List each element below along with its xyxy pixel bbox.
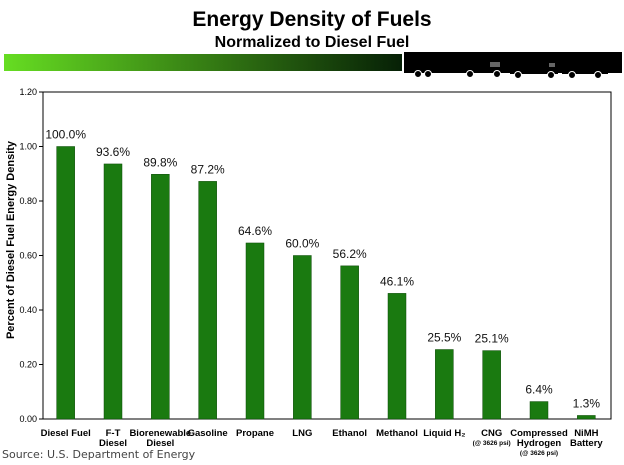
data-label: 25.5% bbox=[427, 331, 461, 345]
chart-subtitle: Normalized to Diesel Fuel bbox=[214, 34, 410, 51]
bar bbox=[245, 242, 265, 420]
x-tick-note: (@ 3626 psi) bbox=[520, 450, 558, 457]
plot-frame bbox=[42, 91, 612, 420]
x-tick-label: Diesel Fuel bbox=[41, 428, 91, 439]
data-label: 56.2% bbox=[333, 247, 367, 261]
y-tick-label: 0.80 bbox=[19, 196, 37, 206]
x-tick-label: Compressed bbox=[510, 428, 568, 439]
y-tick-label: 1.20 bbox=[19, 87, 37, 97]
data-label: 25.1% bbox=[475, 332, 509, 346]
y-tick-label: 1.00 bbox=[19, 142, 37, 152]
y-tick-label: 0.00 bbox=[19, 414, 37, 424]
chart-title: Energy Density of Fuels bbox=[192, 8, 432, 31]
data-label: 6.4% bbox=[525, 383, 553, 397]
y-tick-label: 0.60 bbox=[19, 251, 37, 261]
x-tick-label: CNG bbox=[481, 428, 502, 439]
x-tick-label: Diesel bbox=[146, 438, 174, 449]
data-label: 87.2% bbox=[191, 162, 225, 176]
y-axis-label: Percent of Diesel Fuel Energy Density bbox=[5, 140, 17, 339]
data-label: 1.3% bbox=[573, 396, 601, 410]
bar bbox=[435, 349, 454, 420]
data-label: 100.0% bbox=[45, 128, 86, 142]
bar bbox=[198, 181, 217, 420]
bar bbox=[103, 163, 123, 420]
bar bbox=[151, 174, 170, 420]
x-tick-label: Methanol bbox=[376, 428, 418, 439]
box-truck-icon bbox=[510, 54, 558, 79]
pickup-truck-icon bbox=[562, 58, 608, 79]
x-tick-label: Gasoline bbox=[188, 428, 228, 439]
x-tick-label: Biorenewable bbox=[129, 428, 191, 439]
x-tick-label: Battery bbox=[570, 438, 603, 449]
bar bbox=[293, 255, 312, 420]
x-tick-label: Liquid H₂ bbox=[423, 428, 465, 439]
x-tick-label: Ethanol bbox=[332, 428, 367, 439]
data-label: 89.8% bbox=[143, 155, 177, 169]
data-label: 64.6% bbox=[238, 224, 272, 238]
bar bbox=[482, 350, 501, 420]
source-note: Source: U.S. Department of Energy bbox=[2, 448, 196, 461]
tractor-trailer-icon bbox=[404, 56, 504, 78]
x-tick-label: Propane bbox=[236, 428, 274, 439]
data-label: 46.1% bbox=[380, 274, 414, 288]
y-tick-label: 0.40 bbox=[19, 305, 37, 315]
x-tick-label: F-T bbox=[106, 428, 121, 439]
x-tick-label: NiMH bbox=[574, 428, 598, 439]
bar bbox=[56, 146, 75, 420]
bar bbox=[529, 401, 549, 420]
x-tick-label: LNG bbox=[292, 428, 312, 439]
x-tick-note: (@ 3626 psi) bbox=[473, 440, 511, 447]
data-label: 60.0% bbox=[285, 237, 319, 251]
vehicle-banner bbox=[4, 52, 622, 79]
x-tick-label: Hydrogen bbox=[517, 438, 562, 449]
x-tick-label: Diesel bbox=[99, 438, 127, 449]
data-label: 93.6% bbox=[96, 145, 130, 159]
bar bbox=[387, 293, 407, 420]
bar bbox=[340, 265, 359, 420]
bar bbox=[577, 415, 596, 420]
y-tick-label: 0.20 bbox=[19, 360, 37, 370]
banner-gradient-bar bbox=[4, 54, 402, 71]
